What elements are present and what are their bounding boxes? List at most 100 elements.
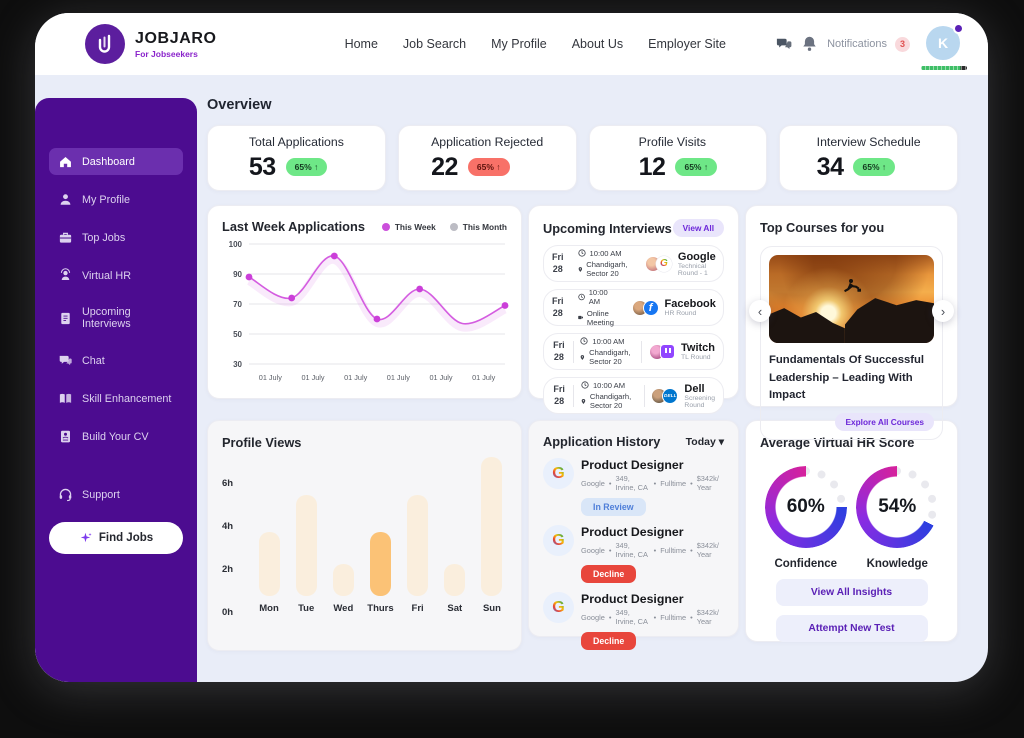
google-logo: G (543, 458, 574, 489)
bar-sat (444, 564, 466, 596)
svg-text:01 July: 01 July (259, 373, 282, 382)
trend-badge: 65% ↑ (675, 158, 718, 176)
confidence-value: 60% (786, 496, 825, 517)
stats-row: Total Applications 53 65% ↑ Application R… (207, 125, 958, 191)
explore-all-courses-button[interactable]: Explore All Courses (835, 412, 934, 431)
caret-down-icon: ▾ (718, 435, 724, 448)
sidebar-item-skill-enhancement[interactable]: Skill Enhancement (49, 385, 183, 412)
bar-fri (407, 495, 429, 596)
main-nav: Home Job Search My Profile About Us Empl… (345, 37, 726, 51)
last-week-applications-card: Last Week Applications This Week This Mo… (207, 205, 522, 399)
facebook-logo: f (642, 299, 659, 316)
sidebar-item-build-your-cv[interactable]: Build Your CV (49, 423, 183, 450)
book-icon (59, 393, 72, 403)
notifications-label[interactable]: Notifications (827, 38, 887, 50)
knowledge-donut: 54% Knowledge (856, 466, 939, 570)
legend-dot-this-month (449, 222, 458, 231)
clock-icon (580, 337, 589, 345)
google-logo: G (655, 255, 672, 272)
briefcase-icon (59, 232, 72, 243)
stat-value: 53 (248, 152, 276, 181)
chat-bubbles-icon[interactable] (775, 35, 793, 53)
job-meta: Google • 349, Irvine, CA • Fulltime • $342k/ Y… (581, 541, 719, 559)
history-row[interactable]: G Product Designer Google • 349, Irvine, C… (543, 458, 724, 516)
history-row[interactable]: G Product Designer Google • 349, Irvine, C… (543, 525, 724, 583)
dashboard-main: Overview Total Applications 53 65% ↑ Appl… (207, 75, 988, 682)
nav-about-us[interactable]: About Us (571, 37, 624, 51)
svg-text:01 July: 01 July (387, 373, 410, 382)
course-item[interactable]: Fundamentals Of Successful Leadership – … (760, 246, 943, 440)
knowledge-value: 54% (878, 496, 917, 517)
line-chart-title: Last Week Applications (222, 219, 365, 234)
bar-wed (332, 564, 354, 596)
logo-paperclip-icon (85, 24, 125, 64)
bar-mon (258, 532, 280, 596)
sidebar-item-chat[interactable]: Chat (49, 347, 183, 374)
carousel-left-arrow[interactable]: ‹ (749, 300, 771, 322)
bar-tue (295, 495, 317, 596)
find-jobs-button[interactable]: Find Jobs (49, 522, 183, 554)
sidebar-item-dashboard[interactable]: Dashboard (49, 148, 183, 175)
chart-legend: This Week This Month (381, 222, 507, 232)
stat-card-interview-schedule: Interview Schedule 34 65% ↑ (779, 125, 958, 191)
carousel-right-arrow[interactable]: › (932, 300, 954, 322)
svg-text:50: 50 (233, 330, 242, 339)
cv-icon (61, 430, 70, 443)
svg-text:01 July: 01 July (472, 373, 495, 382)
svg-text:01 July: 01 July (301, 373, 324, 382)
view-all-button[interactable]: View All (672, 219, 724, 237)
history-filter-dropdown[interactable]: Today ▾ (685, 435, 724, 448)
nav-home[interactable]: Home (344, 37, 378, 51)
svg-text:100: 100 (229, 240, 243, 249)
nav-employer-site[interactable]: Employer Site (648, 37, 726, 51)
clock-icon (577, 294, 585, 301)
app-header: JOBJARO For Jobseekers Home Job Search M… (35, 13, 988, 75)
course-title: Fundamentals Of Successful Leadership – … (769, 354, 925, 401)
jumping-figure (843, 278, 861, 292)
notifications-bell-icon[interactable] (801, 35, 819, 53)
course-image (769, 255, 934, 343)
sidebar-item-virtual-hr[interactable]: Virtual HR (49, 262, 183, 289)
person-icon (60, 194, 71, 205)
stat-value: 12 (638, 152, 666, 181)
logo: JOBJARO For Jobseekers (85, 24, 217, 64)
sidebar-item-top-jobs[interactable]: Top Jobs (49, 224, 183, 251)
bar-chart: Mon Tue Wed Thurs Fri Sat Sun 6h 4h 2h 0h (222, 457, 507, 636)
twitch-logo (659, 344, 675, 359)
history-title: Application History (543, 434, 661, 449)
line-chart: 100 90 70 50 30 01 July 01 July 01 July 01 July 0… (229, 240, 509, 382)
nav-my-profile[interactable]: My Profile (491, 37, 547, 51)
interview-row-dell[interactable]: Fri 28 10:00 AM Chandigarh, Sector 20 DEL… (543, 377, 724, 414)
legend-dot-this-week (381, 222, 390, 231)
job-meta: Google • 349, Irvine, CA • Fulltime • $342k/ Y… (581, 474, 719, 492)
virtual-hr-score-card: Average Virtual HR Score 60% Confidence … (745, 420, 958, 642)
nav-job-search[interactable]: Job Search (402, 37, 467, 51)
sparkle-icon (80, 532, 92, 543)
sidebar-item-my-profile[interactable]: My Profile (49, 186, 183, 213)
location-pin-icon (578, 266, 582, 272)
view-all-insights-button[interactable]: View All Insights (775, 579, 928, 606)
status-badge: In Review (581, 498, 646, 516)
avatar-initial: K (937, 35, 949, 51)
courses-title: Top Courses for you (760, 220, 885, 235)
svg-text:01 July: 01 July (344, 373, 367, 382)
interview-row-twitch[interactable]: Fri 28 10:00 AM Chandigarh, Sector 20 Twi… (543, 333, 724, 370)
svg-text:30: 30 (233, 360, 242, 369)
application-history-card: Application History Today ▾ G Product De… (528, 420, 739, 650)
logo-title: JOBJARO (135, 29, 217, 47)
trend-badge: 65% ↑ (467, 158, 510, 176)
history-row[interactable]: G Product Designer Google • 349, Irvine, C… (543, 592, 724, 650)
avatar-progress-bar (921, 66, 967, 70)
svg-text:70: 70 (233, 300, 242, 309)
sidebar-item-support[interactable]: Support (49, 481, 183, 508)
interview-row-facebook[interactable]: Fri 28 10:00 AM Online Meeting f Facebook… (543, 288, 724, 327)
sidebar-item-upcoming-interviews[interactable]: Upcoming Interviews (49, 300, 183, 336)
dell-logo: DELL (662, 387, 679, 404)
avatar-status-dot (953, 23, 964, 34)
attempt-new-test-button[interactable]: Attempt New Test (775, 615, 928, 642)
upcoming-interviews-card: Upcoming Interviews View All Fri 28 10:00… (528, 205, 739, 414)
interviews-title: Upcoming Interviews (543, 220, 672, 236)
document-icon (61, 312, 70, 324)
top-courses-card: Top Courses for you ‹ › Fundamentals Of … (745, 205, 958, 440)
interview-row-google[interactable]: Fri 28 10:00 AM Chandigarh, Sector 20 G G… (543, 245, 724, 282)
